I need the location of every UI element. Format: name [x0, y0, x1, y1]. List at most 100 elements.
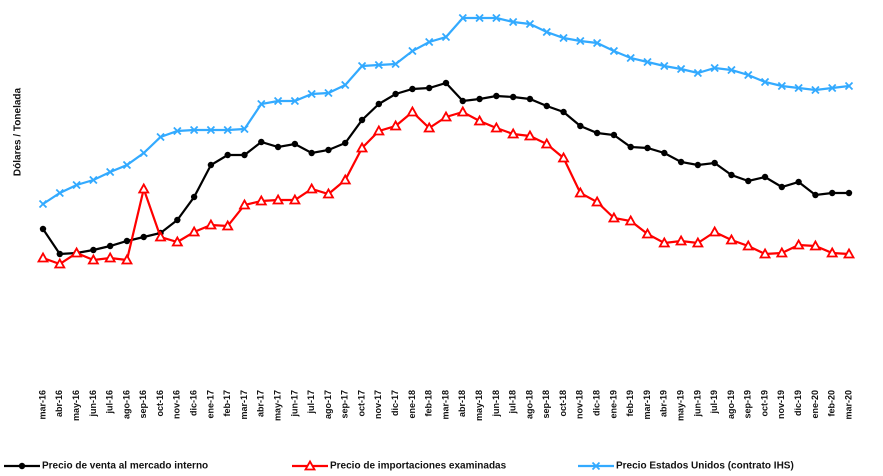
point [492, 13, 501, 23]
point [339, 173, 352, 185]
point [274, 143, 282, 151]
point [576, 36, 585, 46]
point [626, 53, 635, 63]
point [206, 125, 216, 135]
point [540, 137, 553, 149]
point [795, 178, 802, 186]
x-tick-label: may-18 [474, 390, 484, 421]
point [258, 138, 265, 146]
x-tick-label: ene-17 [205, 390, 215, 419]
point [139, 148, 148, 158]
legend-label: Precio de importaciones examinadas [330, 461, 507, 472]
point [106, 242, 114, 250]
x-tick-label: oct-19 [759, 390, 769, 417]
x-tick-label: dic-16 [189, 390, 199, 416]
point [490, 121, 503, 133]
point [241, 151, 248, 159]
point [238, 198, 251, 210]
point [90, 246, 97, 254]
point [560, 108, 567, 116]
point [425, 37, 434, 47]
point [844, 81, 854, 91]
point [240, 124, 249, 134]
point [426, 84, 433, 92]
point [760, 77, 770, 87]
point [140, 233, 147, 241]
point [676, 64, 686, 74]
point [288, 193, 301, 205]
x-tick-label: feb-19 [625, 390, 635, 417]
point [643, 57, 652, 67]
point [473, 114, 486, 126]
point [308, 149, 315, 157]
x-tick-label: oct-17 [356, 390, 366, 417]
point [744, 70, 753, 80]
point [171, 235, 184, 247]
x-tick-label: oct-16 [155, 390, 165, 417]
point [826, 246, 839, 258]
point [658, 236, 671, 248]
x-tick-label: jul-19 [709, 390, 719, 415]
point [542, 27, 551, 37]
point [173, 126, 182, 136]
x-tick-label: mar-19 [642, 390, 652, 420]
point [775, 246, 788, 258]
x-tick-label: nov-17 [373, 390, 383, 419]
legend-marker [303, 459, 317, 471]
point [104, 251, 117, 263]
x-tick-label: may-16 [71, 390, 81, 421]
x-tick-label: nov-19 [776, 390, 786, 419]
point [255, 194, 268, 206]
x-tick-label: jul-17 [306, 390, 316, 415]
point [324, 88, 333, 98]
point [189, 125, 199, 135]
point [56, 250, 63, 258]
point [693, 68, 703, 78]
point [526, 95, 534, 103]
point [392, 90, 399, 98]
point [660, 61, 669, 71]
x-tick-label: jun-17 [289, 390, 299, 418]
point [829, 189, 836, 197]
point [221, 219, 234, 231]
point [509, 93, 517, 101]
point [794, 83, 803, 93]
point [372, 124, 385, 136]
x-tick-label: abr-16 [54, 390, 64, 417]
x-tick-label: ene-19 [608, 390, 618, 419]
point [609, 46, 619, 56]
point [557, 151, 570, 163]
x-tick-label: ago-17 [323, 390, 333, 419]
x-tick-label: sep-17 [340, 390, 350, 419]
point [122, 160, 132, 170]
x-tick-label: jun-19 [692, 390, 702, 418]
point [374, 60, 383, 70]
point [507, 127, 520, 139]
point [694, 161, 702, 169]
point [272, 193, 285, 205]
point [745, 177, 752, 185]
point [592, 38, 602, 48]
x-tick-label: ago-19 [726, 390, 736, 419]
point [708, 225, 721, 237]
point [476, 95, 483, 103]
point [641, 227, 654, 239]
point [778, 183, 786, 191]
x-tick-label: ago-16 [121, 390, 131, 419]
x-tick-label: feb-18 [424, 390, 434, 417]
x-tick-label: dic-17 [390, 390, 400, 416]
point [106, 167, 115, 177]
legend-marker [591, 461, 601, 471]
point [761, 173, 769, 181]
point [710, 63, 719, 73]
point [53, 257, 66, 269]
x-tick-label: mar-16 [37, 390, 47, 420]
point [190, 193, 198, 201]
point [441, 32, 451, 42]
point [120, 253, 133, 265]
x-tick-label: nov-18 [575, 390, 585, 419]
point [792, 238, 805, 250]
point [70, 246, 83, 258]
point [627, 143, 634, 151]
point [711, 159, 718, 167]
